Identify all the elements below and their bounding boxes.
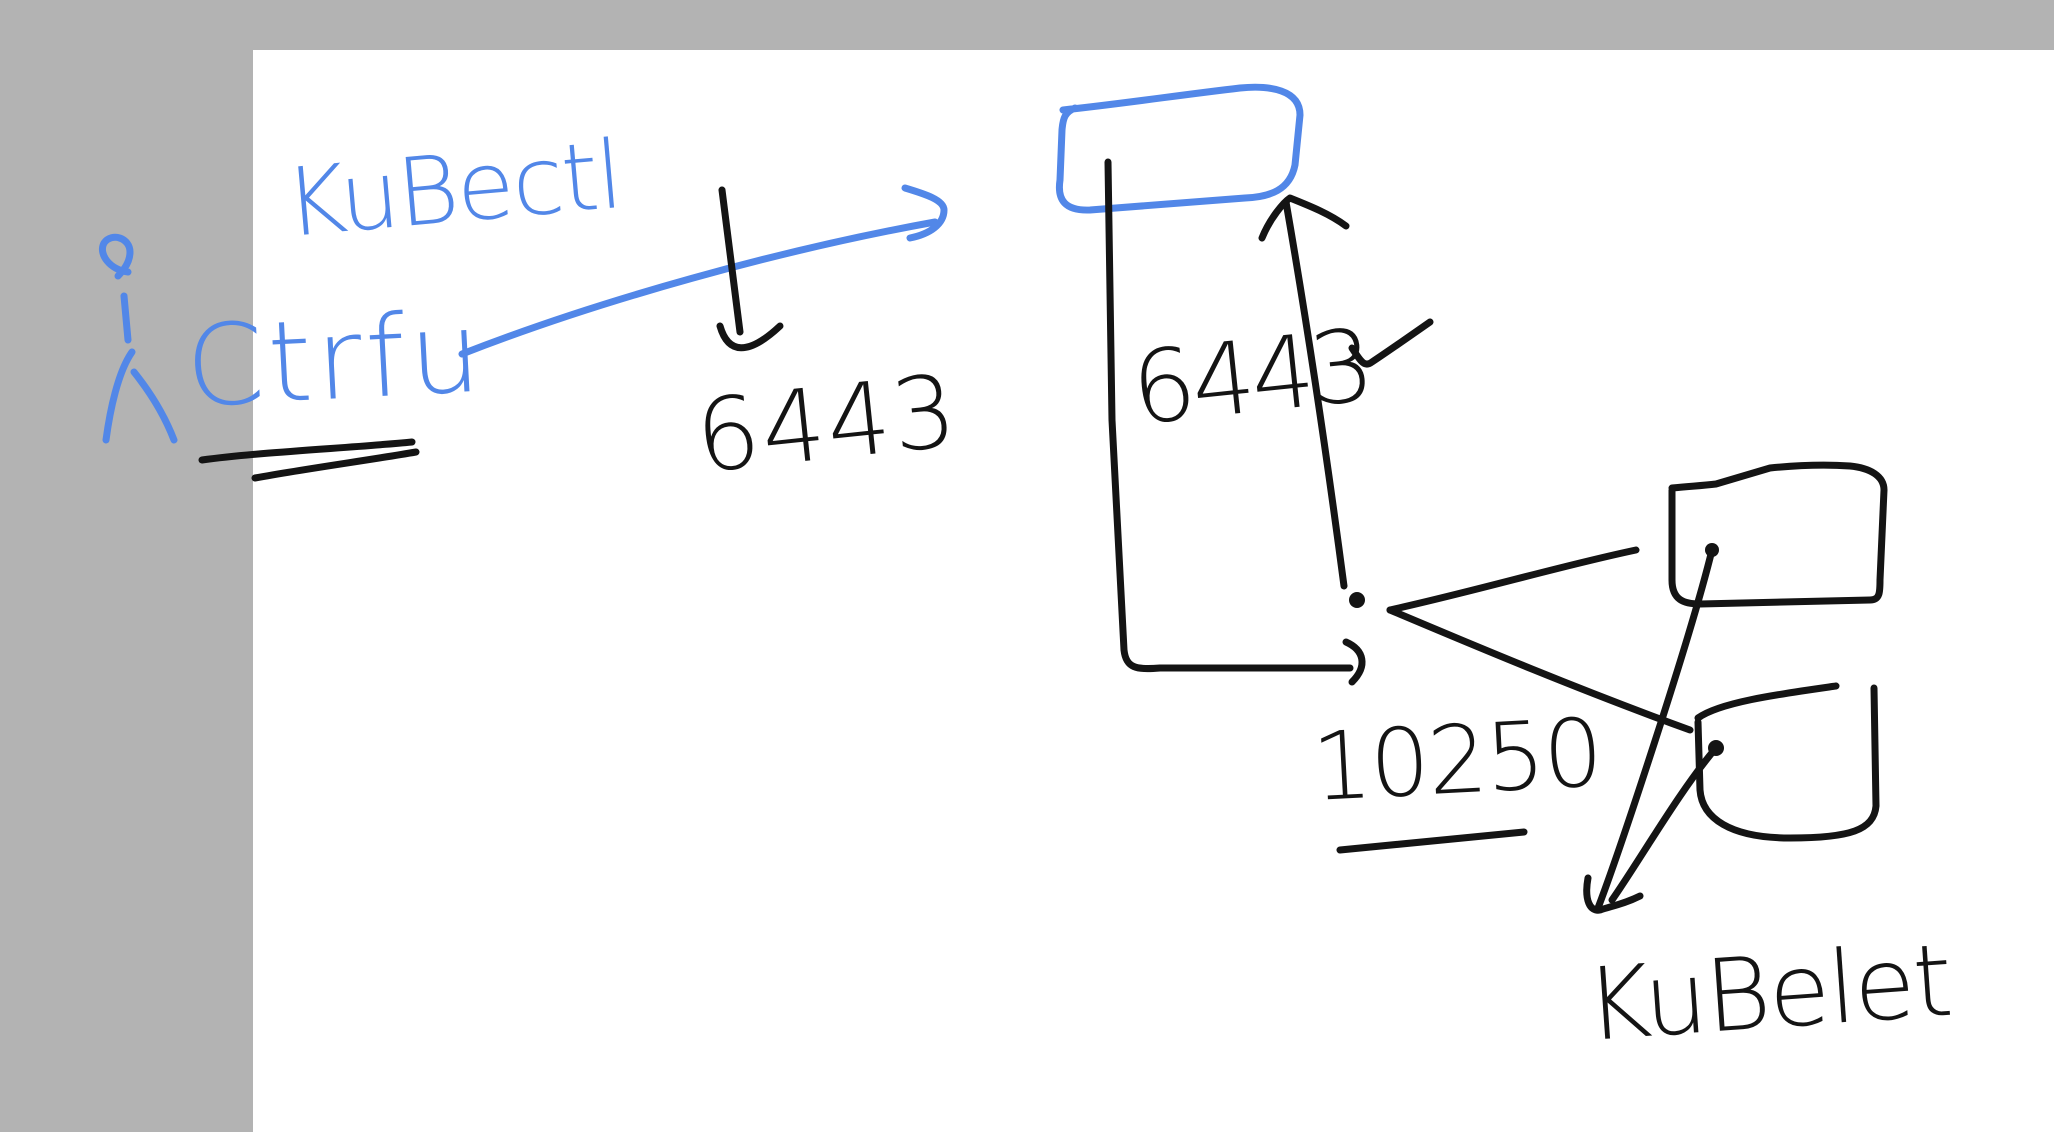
client-underline [198, 438, 420, 482]
kubelet-arrows [1583, 543, 1724, 914]
client-label: Ctrfu [183, 288, 488, 433]
api-server-port-label: 6443 [1126, 307, 1375, 448]
kubectl-label: KuBectl [281, 121, 626, 259]
kubelet-label: KuBelet [1582, 922, 1955, 1064]
api-server-body [1104, 158, 1366, 686]
node-connections [1386, 546, 1694, 734]
check-mark-icon [1348, 318, 1434, 368]
kubelet-port-underline [1336, 828, 1528, 854]
api-server-box [1055, 83, 1304, 214]
port-pointer-arrow [716, 186, 784, 352]
worker-node-2 [1694, 682, 1880, 842]
canvas-page[interactable] [253, 50, 2054, 1132]
response-arrow [1258, 194, 1350, 590]
kubelet-port-label: 10250 [1309, 699, 1603, 823]
stick-figure-icon [99, 233, 178, 444]
request-arrow [458, 184, 948, 358]
endpoint-dot [1349, 592, 1365, 608]
client-port-label: 6443 [690, 352, 963, 496]
